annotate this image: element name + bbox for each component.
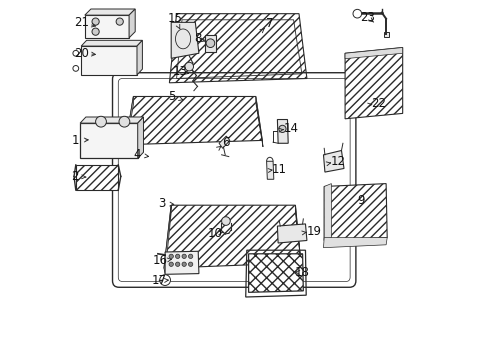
Text: 12: 12 bbox=[330, 155, 345, 168]
Polygon shape bbox=[345, 48, 403, 59]
Text: 11: 11 bbox=[271, 163, 287, 176]
Text: 8: 8 bbox=[194, 32, 201, 45]
Polygon shape bbox=[80, 117, 144, 123]
Text: 3: 3 bbox=[158, 197, 165, 210]
Text: 2: 2 bbox=[72, 170, 79, 183]
Circle shape bbox=[92, 28, 99, 35]
Text: 13: 13 bbox=[173, 65, 188, 78]
Text: 18: 18 bbox=[295, 266, 310, 279]
Circle shape bbox=[175, 254, 180, 258]
Polygon shape bbox=[76, 165, 118, 190]
Circle shape bbox=[206, 39, 215, 48]
Circle shape bbox=[73, 50, 79, 56]
Text: 22: 22 bbox=[371, 97, 386, 110]
Circle shape bbox=[116, 18, 123, 25]
Circle shape bbox=[169, 262, 173, 266]
Polygon shape bbox=[164, 205, 171, 274]
Polygon shape bbox=[219, 136, 230, 148]
Polygon shape bbox=[138, 117, 144, 158]
Polygon shape bbox=[324, 184, 387, 240]
Polygon shape bbox=[125, 96, 262, 145]
Text: 1: 1 bbox=[72, 134, 79, 147]
Polygon shape bbox=[324, 184, 331, 240]
Polygon shape bbox=[256, 96, 263, 147]
Circle shape bbox=[185, 62, 194, 71]
Text: 14: 14 bbox=[284, 122, 298, 135]
Polygon shape bbox=[85, 15, 129, 38]
Text: 10: 10 bbox=[208, 227, 223, 240]
Text: 6: 6 bbox=[222, 136, 230, 149]
Circle shape bbox=[221, 217, 230, 225]
Polygon shape bbox=[323, 150, 344, 172]
Text: 7: 7 bbox=[267, 17, 274, 30]
Text: 5: 5 bbox=[169, 90, 176, 103]
Polygon shape bbox=[267, 161, 274, 179]
Circle shape bbox=[92, 18, 99, 25]
Text: 16: 16 bbox=[153, 255, 168, 267]
Circle shape bbox=[160, 275, 171, 285]
Polygon shape bbox=[125, 96, 133, 151]
Circle shape bbox=[279, 125, 286, 132]
Polygon shape bbox=[248, 254, 303, 292]
Circle shape bbox=[182, 254, 186, 258]
Text: 23: 23 bbox=[360, 11, 375, 24]
Polygon shape bbox=[164, 205, 301, 268]
Circle shape bbox=[353, 9, 362, 18]
Polygon shape bbox=[80, 123, 138, 158]
Circle shape bbox=[119, 116, 130, 127]
Polygon shape bbox=[345, 48, 403, 119]
Circle shape bbox=[189, 254, 193, 258]
Polygon shape bbox=[170, 14, 307, 83]
Polygon shape bbox=[384, 32, 389, 37]
Circle shape bbox=[73, 66, 79, 71]
Text: 9: 9 bbox=[357, 194, 365, 207]
Polygon shape bbox=[81, 46, 137, 75]
Polygon shape bbox=[277, 120, 288, 143]
Polygon shape bbox=[323, 238, 387, 248]
Circle shape bbox=[182, 262, 186, 266]
Text: 4: 4 bbox=[133, 148, 141, 161]
Polygon shape bbox=[137, 40, 143, 75]
Circle shape bbox=[169, 254, 173, 258]
Polygon shape bbox=[295, 205, 302, 269]
Circle shape bbox=[175, 262, 180, 266]
Circle shape bbox=[96, 116, 106, 127]
Text: 17: 17 bbox=[152, 274, 167, 287]
Polygon shape bbox=[81, 40, 143, 46]
Polygon shape bbox=[165, 251, 199, 274]
Polygon shape bbox=[129, 9, 135, 38]
Polygon shape bbox=[277, 224, 307, 243]
Circle shape bbox=[189, 262, 193, 266]
Text: 19: 19 bbox=[307, 225, 321, 238]
Text: 21: 21 bbox=[74, 16, 89, 29]
Polygon shape bbox=[171, 22, 199, 58]
Text: 20: 20 bbox=[74, 47, 89, 60]
Polygon shape bbox=[205, 35, 216, 52]
Text: 15: 15 bbox=[168, 12, 182, 25]
Polygon shape bbox=[85, 9, 135, 15]
